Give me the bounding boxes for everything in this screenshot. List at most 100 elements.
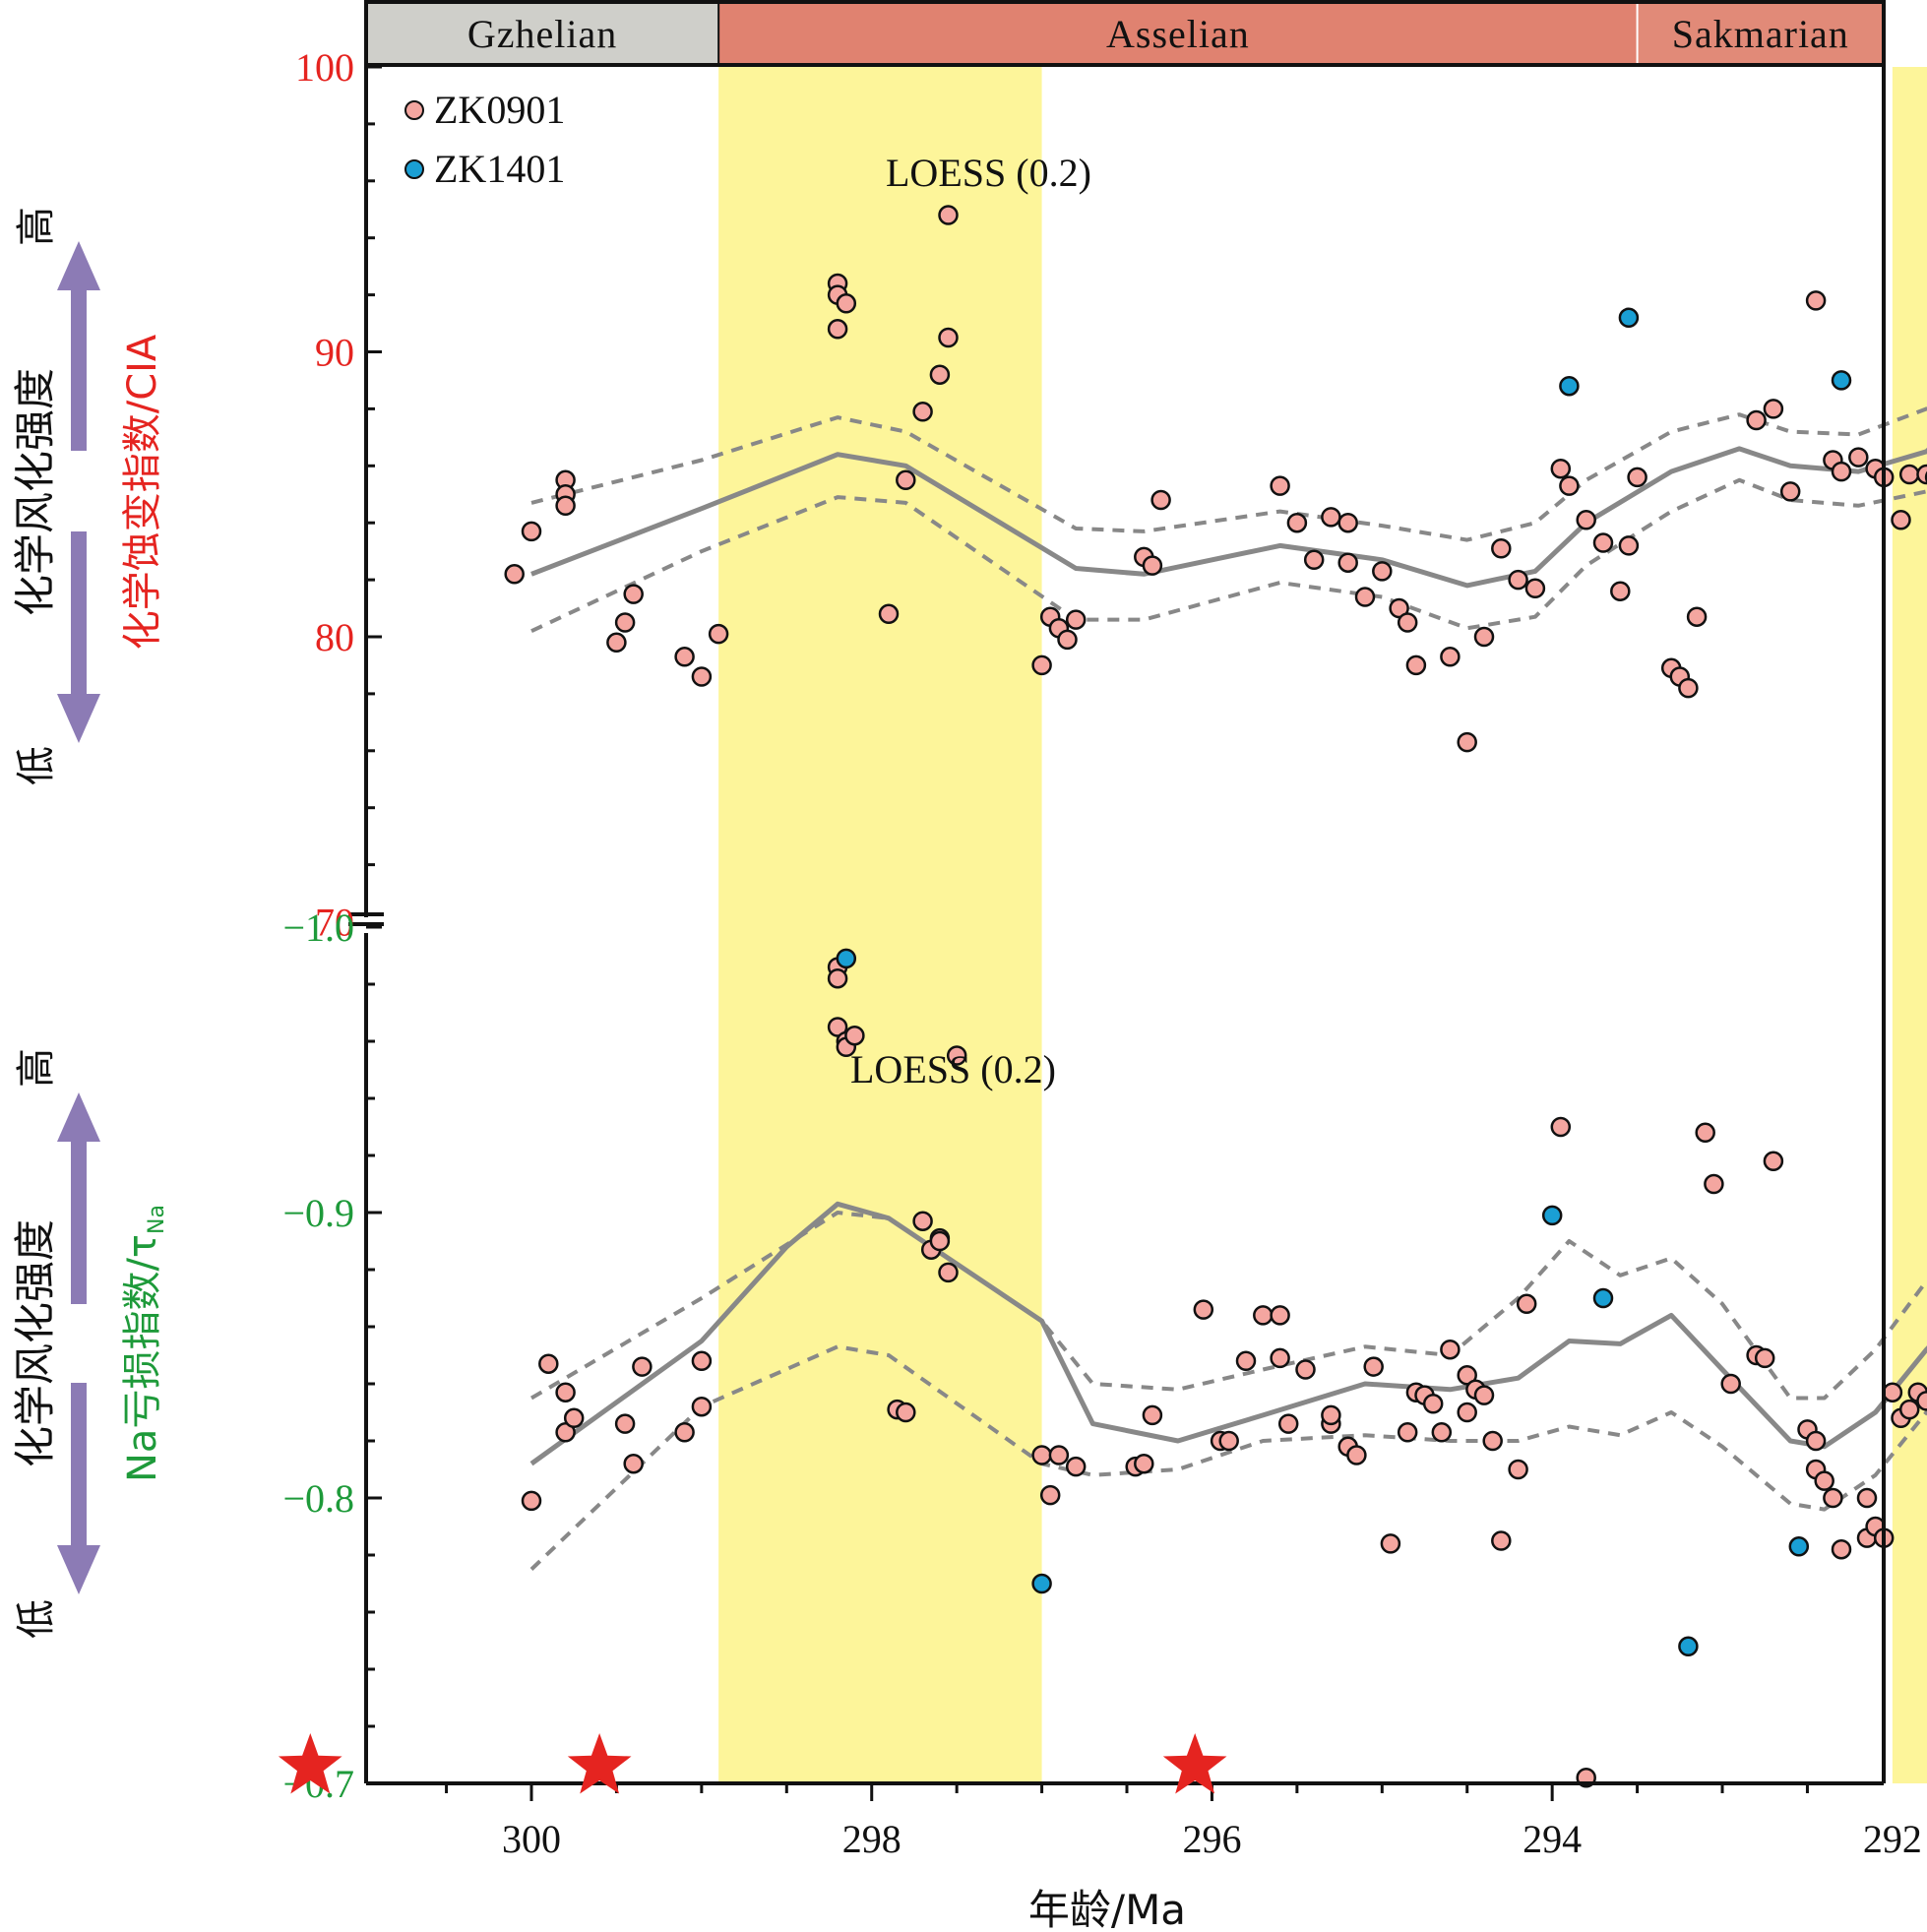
upper-point-zk0901-47 [1559, 475, 1580, 496]
highlight-band-0 [718, 67, 1042, 1783]
lower-side-axis-title: 化学风化强度 [11, 1219, 59, 1467]
loess-annotation-upper: LOESS (0.2) [886, 151, 1091, 195]
upper-point-zk0901-31 [1303, 549, 1325, 571]
upper-point-zk0901-29 [1270, 475, 1290, 496]
lower-y-tick-label-3: −1.0 [282, 905, 354, 950]
upper-point-zk0901-5 [606, 632, 627, 654]
upper-point-zk0901-58 [1763, 399, 1784, 419]
lower-point-zk1401-0 [836, 948, 857, 969]
upper-point-zk0901-28 [1150, 489, 1171, 511]
lower-y-axis-title-main: Na亏损指数/τ [120, 1234, 165, 1482]
star-marker-1 [567, 1733, 632, 1794]
upper-y-tick-label-90: 90 [315, 331, 354, 375]
lower-point-zk0901-42 [1321, 1404, 1341, 1426]
lower-point-zk1401-3 [1592, 1287, 1614, 1309]
lower-point-zk0901-26 [1039, 1484, 1061, 1506]
upper-point-zk1401-1 [1559, 375, 1580, 397]
upper-point-zk0901-24 [1057, 629, 1078, 651]
star-marker-2 [1162, 1733, 1227, 1794]
star-marker-0 [278, 1733, 342, 1794]
upper-point-zk0901-41 [1457, 731, 1477, 753]
upper-point-zk0901-62 [1831, 461, 1852, 482]
lower-point-zk0901-50 [1422, 1394, 1444, 1414]
upper-point-zk0901-45 [1524, 578, 1546, 599]
legend-marker-zk1401 [404, 159, 424, 179]
upper-point-zk0901-59 [1779, 481, 1801, 502]
lower-point-zk0901-32 [1193, 1299, 1214, 1320]
lower-point-zk0901-30 [1134, 1453, 1154, 1474]
upper-point-zk0901-1 [521, 521, 542, 542]
upper-point-zk0901-21 [1031, 654, 1052, 676]
data-points [504, 205, 1927, 1788]
lower-point-zk0901-54 [1457, 1365, 1477, 1386]
upper-point-zk0901-56 [1686, 606, 1708, 627]
lower-y-tick-label-2: −0.9 [282, 1191, 354, 1235]
upper-arrow-up-head [57, 241, 100, 290]
lower-point-zk0901-59 [1508, 1459, 1528, 1480]
lower-point-zk0901-36 [1253, 1305, 1274, 1326]
lower-arrow-down-head [57, 1545, 100, 1594]
upper-point-zk0901-46 [1550, 458, 1572, 479]
lower-point-zk0901-3 [555, 1382, 576, 1402]
lower-point-zk1401-4 [1678, 1636, 1699, 1657]
lower-point-zk0901-52 [1440, 1339, 1461, 1360]
upper-point-zk0901-19 [938, 327, 959, 348]
upper-arrow-down-shaft [71, 531, 87, 699]
legend: ZK0901 ZK1401 [404, 88, 565, 191]
upper-arrow-up-shaft [71, 285, 87, 451]
upper-point-zk0901-13 [827, 319, 848, 340]
loess-annotation-lower: LOESS (0.2) [850, 1047, 1056, 1091]
upper-loess-line [530, 446, 1927, 589]
lower-point-zk0901-67 [1754, 1347, 1775, 1369]
lower-point-zk0901-19 [912, 1211, 933, 1231]
lower-point-zk0901-16 [844, 1025, 865, 1046]
upper-point-zk0901-57 [1746, 409, 1767, 431]
stage-label-sakmarian: Sakmarian [1672, 12, 1849, 56]
stage-label-gzhelian: Gzhelian [467, 12, 617, 56]
lower-point-zk0901-6 [623, 1453, 644, 1474]
upper-point-zk0901-42 [1473, 626, 1495, 648]
upper-point-zk1401-0 [1618, 307, 1640, 329]
lower-point-zk0901-7 [632, 1356, 653, 1377]
stage-gzhelian [366, 2, 719, 65]
lower-point-zk0901-39 [1277, 1413, 1299, 1434]
lower-arrow-up-head [57, 1092, 100, 1142]
lower-point-zk0901-73 [1823, 1487, 1843, 1509]
stage-asselian [718, 2, 1638, 65]
upper-point-zk0901-44 [1508, 569, 1528, 591]
upper-point-zk0901-66 [1891, 510, 1911, 530]
upper-point-zk0901-43 [1491, 538, 1512, 559]
upper-low-label: 低 [14, 746, 59, 785]
lower-arrow-up-shaft [71, 1137, 87, 1304]
x-tick-label-300: 300 [502, 1817, 561, 1861]
stage-bar-border [364, 0, 1886, 67]
lower-point-zk0901-1 [538, 1353, 559, 1374]
lower-point-zk0901-18 [896, 1402, 916, 1423]
upper-point-zk0901-63 [1848, 447, 1869, 467]
upper-point-zk0901-55 [1678, 677, 1699, 699]
lower-point-zk0901-68 [1763, 1151, 1784, 1172]
upper-point-zk0901-48 [1576, 510, 1596, 530]
x-tick-label-298: 298 [842, 1817, 901, 1861]
lower-point-zk0901-25 [1031, 1445, 1052, 1465]
lower-high-label: 高 [14, 1048, 59, 1088]
lower-point-zk0901-13 [827, 1017, 848, 1037]
lower-point-zk0901-57 [1482, 1430, 1503, 1452]
legend-label-zk1401: ZK1401 [434, 147, 565, 191]
lower-point-zk0901-8 [674, 1422, 695, 1443]
upper-point-zk0901-16 [896, 469, 916, 491]
lower-point-zk0901-74 [1831, 1538, 1852, 1560]
lower-point-zk0901-47 [1397, 1422, 1418, 1443]
upper-point-zk0901-6 [614, 612, 636, 633]
lower-point-zk0901-58 [1491, 1530, 1512, 1551]
upper-point-zk0901-52 [1627, 467, 1647, 488]
lower-point-zk0901-56 [1473, 1385, 1495, 1405]
lower-point-zk0901-24 [946, 1045, 967, 1066]
lower-point-zk0901-38 [1270, 1305, 1290, 1326]
lower-point-zk0901-83 [1916, 1391, 1927, 1411]
lower-point-zk0901-34 [1218, 1430, 1239, 1452]
upper-loess-ci-high [530, 405, 1927, 542]
axes: 708090100−0.7−0.8−0.9−1.0300298296294292… [278, 45, 1922, 1861]
upper-point-zk0901-4 [555, 495, 576, 517]
